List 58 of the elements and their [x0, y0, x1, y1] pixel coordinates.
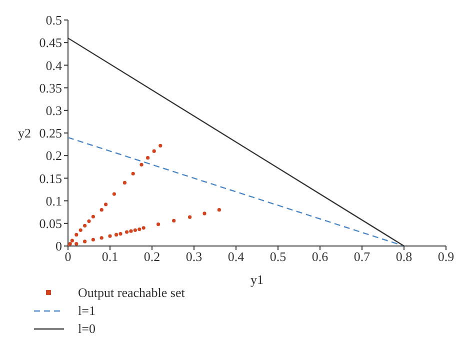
point [138, 227, 142, 232]
point [217, 208, 221, 212]
legend-label: Output reachable set [78, 285, 185, 301]
y-tick-label: 0.15 [39, 170, 62, 186]
point [146, 156, 150, 160]
x-tick-label: 0.1 [102, 249, 118, 264]
legend-label: l=0 [78, 321, 96, 337]
point [156, 222, 160, 226]
y-tick-label: 0.45 [39, 35, 62, 50]
point [131, 172, 135, 176]
point [140, 162, 144, 166]
point [172, 218, 176, 222]
y-tick-label: 0.35 [39, 80, 62, 96]
x-axis-title: y1 [250, 272, 264, 287]
point [125, 230, 129, 234]
point [202, 212, 206, 216]
y-tick-label: 0.25 [39, 126, 62, 141]
point [91, 214, 95, 218]
point [112, 192, 116, 196]
y-tick-label: 0.1 [46, 193, 62, 208]
x-tick-label: 0.2 [144, 249, 160, 264]
point [91, 238, 95, 242]
point [78, 228, 82, 232]
y-axis-title: y2 [18, 126, 31, 141]
x-tick-label: 0.4 [228, 249, 245, 264]
y-tick-label: 0.5 [46, 12, 62, 28]
point [133, 228, 137, 232]
x-tick-label: 0.6 [312, 249, 329, 264]
point [74, 242, 78, 246]
point [74, 232, 78, 236]
y-tick-label: 0.05 [39, 216, 62, 232]
point [142, 226, 146, 230]
x-tick-label: 0.5 [270, 249, 286, 264]
point [70, 238, 74, 242]
y-tick-label: 0.4 [46, 58, 62, 73]
y-tick-label: 0.2 [46, 148, 62, 164]
legend-label: l=1 [78, 303, 96, 319]
point [100, 236, 104, 240]
point [104, 202, 108, 206]
point [68, 242, 72, 246]
y-tick-label: 0 [56, 238, 62, 254]
point [114, 232, 118, 236]
x-tick-label: 0.8 [396, 249, 412, 264]
x-tick-label: 0.3 [186, 249, 202, 264]
y-tick-label: 0.3 [46, 103, 62, 118]
point [100, 208, 104, 212]
point [158, 144, 162, 148]
point [83, 224, 87, 228]
point [188, 215, 192, 219]
point [118, 232, 122, 236]
point [83, 240, 87, 244]
point [152, 149, 156, 153]
point [122, 180, 126, 185]
point [108, 234, 112, 238]
x-tick-label: 0.7 [354, 249, 371, 264]
x-tick-label: 0.9 [438, 249, 454, 264]
point [87, 219, 91, 223]
point [129, 229, 133, 233]
